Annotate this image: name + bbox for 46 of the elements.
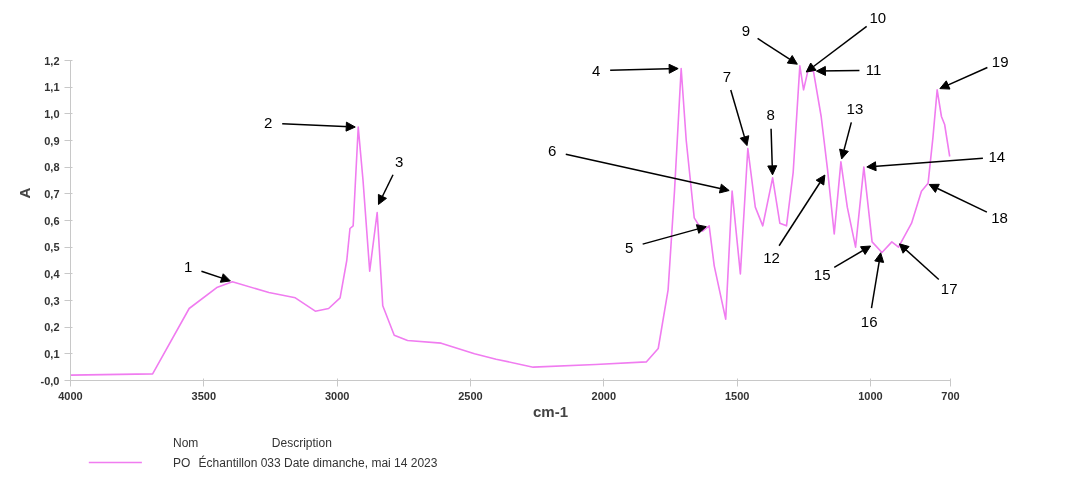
text: Description [271, 435, 332, 450]
y-tick-label: 0,4 [44, 267, 61, 280]
annotation: 13 [846, 99, 864, 117]
y-tick-label: 0,8 [44, 161, 60, 174]
annotation: 16 [860, 312, 878, 330]
annotation: 18 [991, 209, 1008, 227]
y-tick-label: -0,0 [40, 374, 60, 387]
y-tick-label: 1,2 [44, 54, 60, 67]
y-tick-label: 0,9 [44, 134, 60, 147]
x-axis-title: cm-1 [532, 402, 569, 420]
annotation: 15 [813, 265, 831, 283]
annotation: 9 [741, 21, 751, 39]
annotation: 7 [722, 67, 732, 85]
x-tick-label: 2000 [591, 389, 617, 402]
x-tick-label: 700 [941, 389, 960, 402]
annotation: 17 [940, 279, 958, 297]
annotation: 8 [766, 105, 775, 123]
annotation: 14 [988, 148, 1006, 166]
y-tick-label: 0,1 [44, 347, 60, 360]
annotation: 3 [395, 153, 404, 171]
x-tick-label: 3500 [191, 389, 217, 402]
annotation: 2 [264, 114, 273, 132]
y-tick-label: 0,7 [44, 187, 60, 200]
y-tick-label: 0,3 [44, 294, 60, 307]
annotation: 11 [865, 61, 882, 79]
text: PO [172, 455, 191, 470]
y-tick-label: 1,1 [44, 81, 60, 94]
y-tick-label: 0,5 [44, 241, 60, 254]
x-tick-label: 1000 [858, 389, 883, 402]
annotation: 19 [991, 52, 1009, 70]
annotation: 4 [592, 61, 601, 79]
x-tick-label: 1500 [724, 389, 750, 402]
y-tick-label: 0,2 [44, 321, 60, 334]
y-tick-label: 1,0 [44, 107, 60, 120]
annotation: 10 [869, 8, 887, 26]
text: Échantillon 033 Date dimanche, mai 14 2023 [198, 454, 438, 470]
legend-title: Nom [172, 435, 199, 450]
annotation: 6 [547, 142, 557, 160]
x-tick-label: 2500 [458, 389, 483, 402]
annotation: 1 [184, 257, 193, 275]
x-tick-label: 4000 [58, 389, 83, 402]
annotation: 12 [763, 248, 780, 266]
annotation: 5 [625, 238, 634, 256]
y-tick-label: 0,6 [44, 214, 60, 227]
y-axis-title: A [15, 187, 33, 199]
x-tick-label: 3000 [324, 389, 350, 402]
